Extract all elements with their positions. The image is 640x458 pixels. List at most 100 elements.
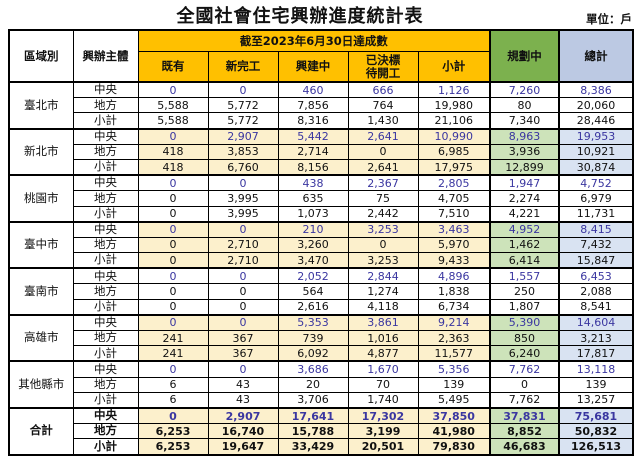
awarded-pending-start-column-header: 已決標 待開工 [347, 51, 419, 83]
awarded-pending-start-cell: 20,501 [347, 438, 419, 455]
entity-cell: 小計 [72, 205, 139, 223]
grand-total-cell: 3,213 [558, 329, 634, 347]
newly-completed-cell: 367 [207, 345, 279, 362]
existing-cell: 241 [137, 329, 209, 347]
table-row: 小計 6 43 3,706 1,740 5,495 7,762 13,257 [9, 391, 634, 409]
entity-cell: 地方 [72, 329, 139, 347]
subtotal-cell: 4,705 [417, 190, 491, 207]
awarded-pending-start-cell: 0 [347, 143, 419, 160]
subtotal-cell: 17,975 [417, 158, 491, 176]
newly-completed-cell: 19,647 [207, 438, 279, 455]
region-cell: 桃園市 [8, 174, 74, 223]
entity-cell: 小計 [72, 112, 139, 130]
entity-cell: 地方 [72, 143, 139, 160]
existing-cell: 418 [137, 158, 209, 176]
planning-cell: 80 [489, 97, 560, 114]
grand-total-cell: 8,386 [558, 81, 634, 99]
grand-total-cell: 10,921 [558, 143, 634, 160]
entity-cell: 小計 [72, 252, 139, 269]
subtotal-cell: 9,214 [417, 313, 491, 331]
awarded-pending-start-cell: 3,861 [347, 313, 419, 331]
existing-cell: 6,253 [137, 423, 209, 440]
entity-cell: 地方 [72, 236, 139, 254]
existing-cell: 0 [137, 267, 209, 285]
under-construction-cell: 564 [277, 283, 349, 300]
under-construction-cell: 17,641 [277, 406, 349, 425]
planning-cell: 1,462 [489, 236, 560, 254]
subtotal-cell: 6,734 [417, 298, 491, 316]
region-column-header: 區域別 [8, 29, 74, 83]
under-construction-cell: 635 [277, 190, 349, 207]
table-row: 高雄市 中央 0 0 5,353 3,861 9,214 5,390 14,604 [8, 313, 634, 362]
entity-cell: 中央 [72, 174, 139, 192]
subtotal-cell: 5,970 [417, 236, 491, 254]
awarded-pending-start-cell: 75 [347, 190, 419, 207]
subtotal-cell: 2,805 [417, 174, 491, 192]
entity-cell: 地方 [72, 423, 139, 440]
subtotal-cell: 1,126 [417, 81, 491, 99]
stats-table: 區域別 興辦主體 截至2023年6月30日達成數 規劃中 總計 既有 新完工 興… [8, 29, 634, 456]
table-row: 臺北市 中央 0 0 460 666 1,126 7,260 8,386 [8, 81, 634, 130]
under-construction-cell: 2,616 [277, 298, 349, 316]
under-construction-cell: 3,260 [277, 236, 349, 254]
under-construction-cell: 8,156 [277, 158, 349, 176]
planning-cell: 1,557 [489, 267, 560, 285]
grand-total-cell: 13,257 [558, 391, 634, 409]
table-row: 小計 0 0 2,616 4,118 6,734 1,807 8,541 [9, 298, 634, 316]
table-row: 地方 418 3,853 2,714 0 6,985 3,936 10,921 [9, 143, 634, 160]
subtotal-column-header: 小計 [417, 51, 491, 83]
entity-cell: 小計 [72, 298, 139, 316]
title-bar: 全國社會住宅興辦進度統計表 單位：戶 [0, 0, 640, 28]
planning-cell: 6,414 [489, 252, 560, 269]
newly-completed-cell: 0 [207, 313, 279, 331]
under-construction-cell: 460 [277, 81, 349, 99]
existing-cell: 0 [137, 298, 209, 316]
newly-completed-cell: 5,772 [207, 112, 279, 130]
newly-completed-cell: 43 [207, 391, 279, 409]
table-row: 地方 0 0 564 1,274 1,838 250 2,088 [9, 283, 634, 300]
grand-total-cell: 50,832 [558, 423, 634, 440]
subtotal-cell: 4,896 [417, 267, 491, 285]
existing-cell: 0 [137, 283, 209, 300]
newly-completed-cell: 43 [207, 376, 279, 393]
table-row: 新北市 中央 0 2,907 5,442 2,641 10,990 8,963 19,953 [8, 127, 634, 176]
planning-cell: 4,952 [489, 220, 560, 238]
under-construction-cell: 6,092 [277, 345, 349, 362]
under-construction-cell: 5,442 [277, 127, 349, 145]
existing-cell: 0 [137, 205, 209, 223]
grand-total-cell: 75,681 [558, 406, 634, 425]
under-construction-cell: 1,073 [277, 205, 349, 223]
awarded-pending-start-cell: 1,274 [347, 283, 419, 300]
awarded-pending-start-cell: 1,016 [347, 329, 419, 347]
table-body: 臺北市 中央 0 0 460 666 1,126 7,260 8,386 地方 5,588 5,772… [8, 81, 634, 455]
table-row: 臺中市 中央 0 0 210 3,253 3,463 4,952 8,415 [8, 220, 634, 269]
existing-cell: 6,253 [137, 438, 209, 455]
awarded-pending-start-cell: 666 [347, 81, 419, 99]
table-header: 區域別 興辦主體 截至2023年6月30日達成數 規劃中 總計 既有 新完工 興… [8, 29, 634, 83]
awarded-pending-start-cell: 3,253 [347, 252, 419, 269]
planning-cell: 250 [489, 283, 560, 300]
table-row: 小計 5,588 5,772 8,316 1,430 21,106 7,340 28,446 [9, 112, 634, 130]
existing-cell: 0 [137, 313, 209, 331]
total-column-header: 總計 [558, 29, 634, 83]
existing-column-header: 既有 [137, 51, 209, 83]
grand-total-cell: 6,979 [558, 190, 634, 207]
under-construction-cell: 15,788 [277, 423, 349, 440]
under-construction-cell: 3,470 [277, 252, 349, 269]
achieved-group-header: 截至2023年6月30日達成數 [137, 29, 491, 52]
planning-cell: 850 [489, 329, 560, 347]
entity-cell: 中央 [72, 406, 139, 425]
entity-cell: 地方 [72, 97, 139, 114]
under-construction-cell: 2,714 [277, 143, 349, 160]
under-construction-cell: 438 [277, 174, 349, 192]
newly-completed-cell: 5,772 [207, 97, 279, 114]
subtotal-cell: 10,990 [417, 127, 491, 145]
subtotal-cell: 9,433 [417, 252, 491, 269]
subtotal-cell: 5,356 [417, 360, 491, 378]
entity-cell: 中央 [72, 127, 139, 145]
existing-cell: 418 [137, 143, 209, 160]
awarded-pending-start-cell: 4,877 [347, 345, 419, 362]
under-construction-cell: 3,706 [277, 391, 349, 409]
awarded-pending-start-cell: 0 [347, 236, 419, 254]
region-cell: 臺中市 [8, 220, 74, 269]
